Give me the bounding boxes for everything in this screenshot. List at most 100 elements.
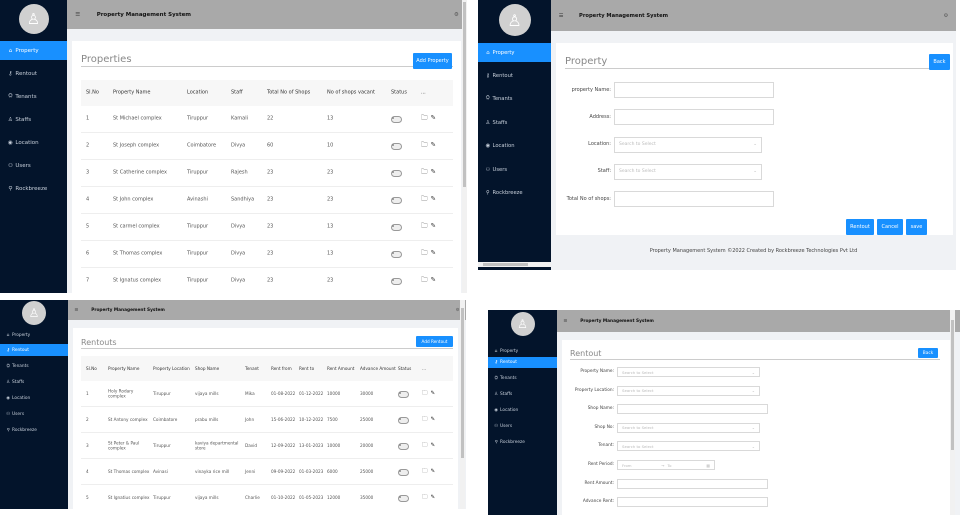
status-toggle[interactable] bbox=[398, 494, 409, 502]
sidebar-item-rentout[interactable]: ⚷ Rentout bbox=[0, 64, 67, 83]
menu-toggle-icon[interactable]: ☰ bbox=[558, 12, 564, 19]
sidebar-item-staffs[interactable]: ♙ Staffs bbox=[0, 376, 68, 388]
avatar[interactable]: ♙ bbox=[22, 301, 46, 325]
rent-period-input[interactable]: From → To ▦ bbox=[617, 460, 715, 470]
edit-pencil-icon[interactable]: ✎ bbox=[430, 416, 436, 422]
vertical-scrollbar[interactable] bbox=[950, 310, 955, 515]
edit-pencil-icon[interactable]: ✎ bbox=[430, 494, 436, 500]
sidebar-item-rockbreeze[interactable]: ⚲ Rockbreeze bbox=[0, 424, 68, 436]
sidebar-item-property[interactable]: ⌂ Property bbox=[478, 43, 551, 62]
save-button[interactable]: save bbox=[906, 219, 927, 235]
shop-no-select[interactable]: Search to Select ⌄ bbox=[617, 422, 760, 433]
sidebar-item-rentout[interactable]: ⚷ Rentout bbox=[488, 357, 557, 368]
location-select[interactable]: Search to Select ⌄ bbox=[614, 136, 762, 153]
total-no-of-shops-input[interactable] bbox=[614, 191, 774, 208]
sidebar-item-location[interactable]: ◉ Location bbox=[0, 392, 68, 404]
menu-toggle-icon[interactable]: ☰ bbox=[75, 11, 81, 18]
sidebar-item-staffs[interactable]: ♙ Staffs bbox=[488, 389, 557, 400]
view-folder-icon[interactable]: 🗀 bbox=[422, 390, 428, 396]
status-toggle[interactable] bbox=[391, 143, 402, 150]
sidebar-item-rentout[interactable]: ⚷ Rentout bbox=[0, 344, 68, 356]
view-folder-icon[interactable]: 🗀 bbox=[421, 140, 428, 149]
edit-pencil-icon[interactable]: ✎ bbox=[430, 167, 436, 176]
edit-pencil-icon[interactable]: ✎ bbox=[430, 140, 436, 149]
status-toggle[interactable] bbox=[391, 251, 402, 258]
sidebar-item-rockbreeze[interactable]: ⚲ Rockbreeze bbox=[488, 437, 557, 448]
edit-pencil-icon[interactable]: ✎ bbox=[430, 221, 436, 230]
property-location-select[interactable]: Search to Select ⌄ bbox=[617, 385, 760, 396]
scrollbar-thumb[interactable] bbox=[461, 308, 464, 458]
edit-pencil-icon[interactable]: ✎ bbox=[430, 275, 436, 284]
sidebar-item-location[interactable]: ◉ Location bbox=[478, 136, 551, 155]
sidebar-item-rentout[interactable]: ⚷ Rentout bbox=[478, 66, 551, 85]
add-button[interactable]: Add Rentout bbox=[416, 336, 453, 347]
sidebar-item-tenants[interactable]: ⛭ Tenants bbox=[0, 87, 67, 106]
rent-amount-input[interactable] bbox=[617, 478, 768, 489]
settings-icon[interactable]: ⚙ bbox=[455, 307, 460, 313]
property-name-input[interactable] bbox=[614, 82, 774, 98]
sidebar-item-tenants[interactable]: ⛭ Tenants bbox=[0, 360, 68, 372]
sidebar-item-location[interactable]: ◉ Location bbox=[0, 133, 67, 152]
view-folder-icon[interactable]: 🗀 bbox=[422, 494, 428, 500]
back-button[interactable]: Back bbox=[929, 54, 950, 70]
scrollbar-thumb[interactable] bbox=[951, 320, 954, 450]
vertical-scrollbar[interactable] bbox=[460, 300, 465, 509]
edit-pencil-icon[interactable]: ✎ bbox=[430, 442, 436, 448]
view-folder-icon[interactable]: 🗀 bbox=[421, 194, 428, 203]
status-toggle[interactable] bbox=[391, 224, 402, 231]
property-name-select[interactable]: Search to Select ⌄ bbox=[617, 367, 760, 377]
view-folder-icon[interactable]: 🗀 bbox=[422, 416, 428, 422]
settings-icon[interactable]: ⚙ bbox=[943, 12, 949, 19]
scrollbar-thumb[interactable] bbox=[463, 2, 466, 187]
status-toggle[interactable] bbox=[391, 278, 402, 285]
view-folder-icon[interactable]: 🗀 bbox=[421, 221, 428, 230]
edit-pencil-icon[interactable]: ✎ bbox=[430, 468, 436, 474]
sidebar-item-staffs[interactable]: ♙ Staffs bbox=[0, 110, 67, 129]
status-toggle[interactable] bbox=[398, 468, 409, 476]
avatar[interactable]: ♙ bbox=[498, 4, 531, 36]
back-button[interactable]: Back bbox=[918, 348, 938, 358]
sidebar-item-rockbreeze[interactable]: ⚲ Rockbreeze bbox=[478, 183, 551, 202]
sidebar-item-users[interactable]: ⚇ Users bbox=[0, 156, 67, 175]
sidebar-item-users[interactable]: ⚇ Users bbox=[478, 160, 551, 179]
sidebar-item-rockbreeze[interactable]: ⚲ Rockbreeze bbox=[0, 179, 67, 198]
shop-name-input[interactable] bbox=[617, 404, 768, 415]
menu-toggle-icon[interactable]: ☰ bbox=[74, 307, 79, 313]
sidebar-item-tenants[interactable]: ⛭ Tenants bbox=[478, 89, 551, 108]
rentout-button[interactable]: Rentout bbox=[846, 219, 874, 235]
status-toggle[interactable] bbox=[391, 116, 402, 123]
status-toggle[interactable] bbox=[391, 170, 402, 177]
edit-pencil-icon[interactable]: ✎ bbox=[430, 390, 436, 396]
sidebar-item-tenants[interactable]: ⛭ Tenants bbox=[488, 373, 557, 384]
view-folder-icon[interactable]: 🗀 bbox=[421, 167, 428, 176]
edit-pencil-icon[interactable]: ✎ bbox=[430, 113, 436, 122]
sidebar-item-location[interactable]: ◉ Location bbox=[488, 405, 557, 416]
horizontal-scrollbar[interactable] bbox=[478, 262, 551, 267]
status-toggle[interactable] bbox=[398, 416, 409, 424]
sidebar-item-property[interactable]: ⌂ Property bbox=[488, 346, 557, 357]
address-input[interactable] bbox=[614, 109, 774, 126]
avatar[interactable]: ♙ bbox=[18, 4, 49, 34]
avatar[interactable]: ♙ bbox=[510, 312, 535, 336]
edit-pencil-icon[interactable]: ✎ bbox=[430, 194, 436, 203]
sidebar-item-property[interactable]: ⌂ Property bbox=[0, 41, 67, 60]
staff-select[interactable]: Search to Select ⌄ bbox=[614, 163, 762, 180]
sidebar-item-property[interactable]: ⌂ Property bbox=[0, 329, 68, 341]
sidebar-item-users[interactable]: ⚇ Users bbox=[0, 408, 68, 420]
menu-toggle-icon[interactable]: ☰ bbox=[563, 318, 568, 324]
vertical-scrollbar[interactable] bbox=[462, 0, 467, 293]
view-folder-icon[interactable]: 🗀 bbox=[421, 248, 428, 257]
edit-pencil-icon[interactable]: ✎ bbox=[430, 248, 436, 257]
tenant-select[interactable]: Search to Select ⌄ bbox=[617, 441, 760, 452]
add-button[interactable]: Add Property bbox=[413, 53, 452, 69]
status-toggle[interactable] bbox=[398, 390, 409, 398]
status-toggle[interactable] bbox=[391, 197, 402, 204]
view-folder-icon[interactable]: 🗀 bbox=[421, 275, 428, 284]
sidebar-item-staffs[interactable]: ♙ Staffs bbox=[478, 113, 551, 132]
cancel-button[interactable]: Cancel bbox=[877, 219, 903, 235]
settings-icon[interactable]: ⚙ bbox=[453, 11, 459, 18]
sidebar-item-users[interactable]: ⚇ Users bbox=[488, 421, 557, 432]
view-folder-icon[interactable]: 🗀 bbox=[422, 468, 428, 474]
advance-rent-input[interactable] bbox=[617, 497, 768, 508]
view-folder-icon[interactable]: 🗀 bbox=[422, 442, 428, 448]
